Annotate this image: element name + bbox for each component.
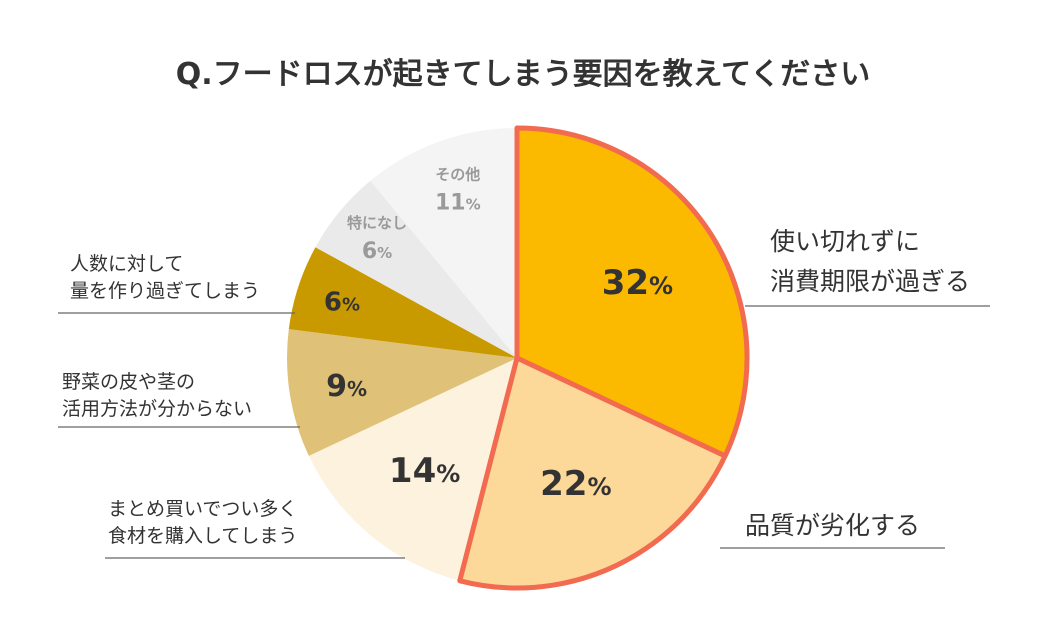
- leader-lines: [58, 305, 990, 559]
- pct-unit: %: [342, 295, 360, 316]
- highlight-outline: [457, 125, 750, 591]
- pct-value: 11: [435, 191, 466, 216]
- pie-slice-3: [308, 358, 517, 581]
- category-label-4: 野菜の皮や茎の: [62, 371, 195, 393]
- pct-unit: %: [587, 473, 611, 501]
- pct-label-1: 32%: [602, 263, 673, 303]
- slices-layer: [286, 128, 748, 588]
- category-label-4: 活用方法が分からない: [62, 398, 252, 420]
- pct-value: 6: [362, 239, 377, 264]
- pie-slice-5: [288, 247, 517, 358]
- pct-unit: %: [347, 377, 367, 401]
- pct-value: 9: [326, 369, 347, 404]
- category-label-3: 食材を購入してしまう: [108, 525, 297, 547]
- pct-value: 22: [540, 464, 587, 504]
- category-label-1: 使い切れずに: [770, 227, 920, 256]
- pct-value: 32: [602, 263, 649, 303]
- pct-unit: %: [649, 272, 673, 300]
- pct-label-5: 6%: [324, 288, 360, 318]
- pie-slice-2: [459, 358, 726, 588]
- pct-value: 14: [389, 451, 436, 491]
- pie-slice-7: [370, 128, 517, 358]
- pct-value: 6: [324, 288, 342, 318]
- pct-unit: %: [436, 460, 460, 488]
- category-label-3: まとめ買いでつい多く: [108, 498, 297, 520]
- category-label-2: 品質が劣化する: [745, 511, 920, 540]
- pie-slice-6: [315, 180, 517, 358]
- pie-slice-1: [517, 128, 748, 456]
- highlight-divider: [515, 355, 727, 459]
- pct-unit: %: [466, 196, 481, 214]
- pct-label-4: 9%: [326, 369, 367, 404]
- pct-label-7: 11%: [435, 191, 481, 216]
- highlight-layer: [457, 125, 750, 591]
- pie-slice-4: [286, 329, 517, 456]
- category-label-1: 消費期限が過ぎる: [770, 267, 970, 296]
- pct-label-3: 14%: [389, 451, 460, 491]
- pct-label-2: 22%: [540, 464, 611, 504]
- category-label-5: 人数に対して: [70, 253, 183, 275]
- pct-label-6: 6%: [362, 239, 392, 264]
- category-label-7: その他: [435, 166, 480, 184]
- chart-title: Q.フードロスが起きてしまう要因を教えてください: [176, 57, 871, 92]
- category-label-5: 量を作り過ぎてしまう: [70, 280, 260, 302]
- pct-unit: %: [377, 244, 392, 262]
- category-label-6: 特になし: [347, 214, 407, 232]
